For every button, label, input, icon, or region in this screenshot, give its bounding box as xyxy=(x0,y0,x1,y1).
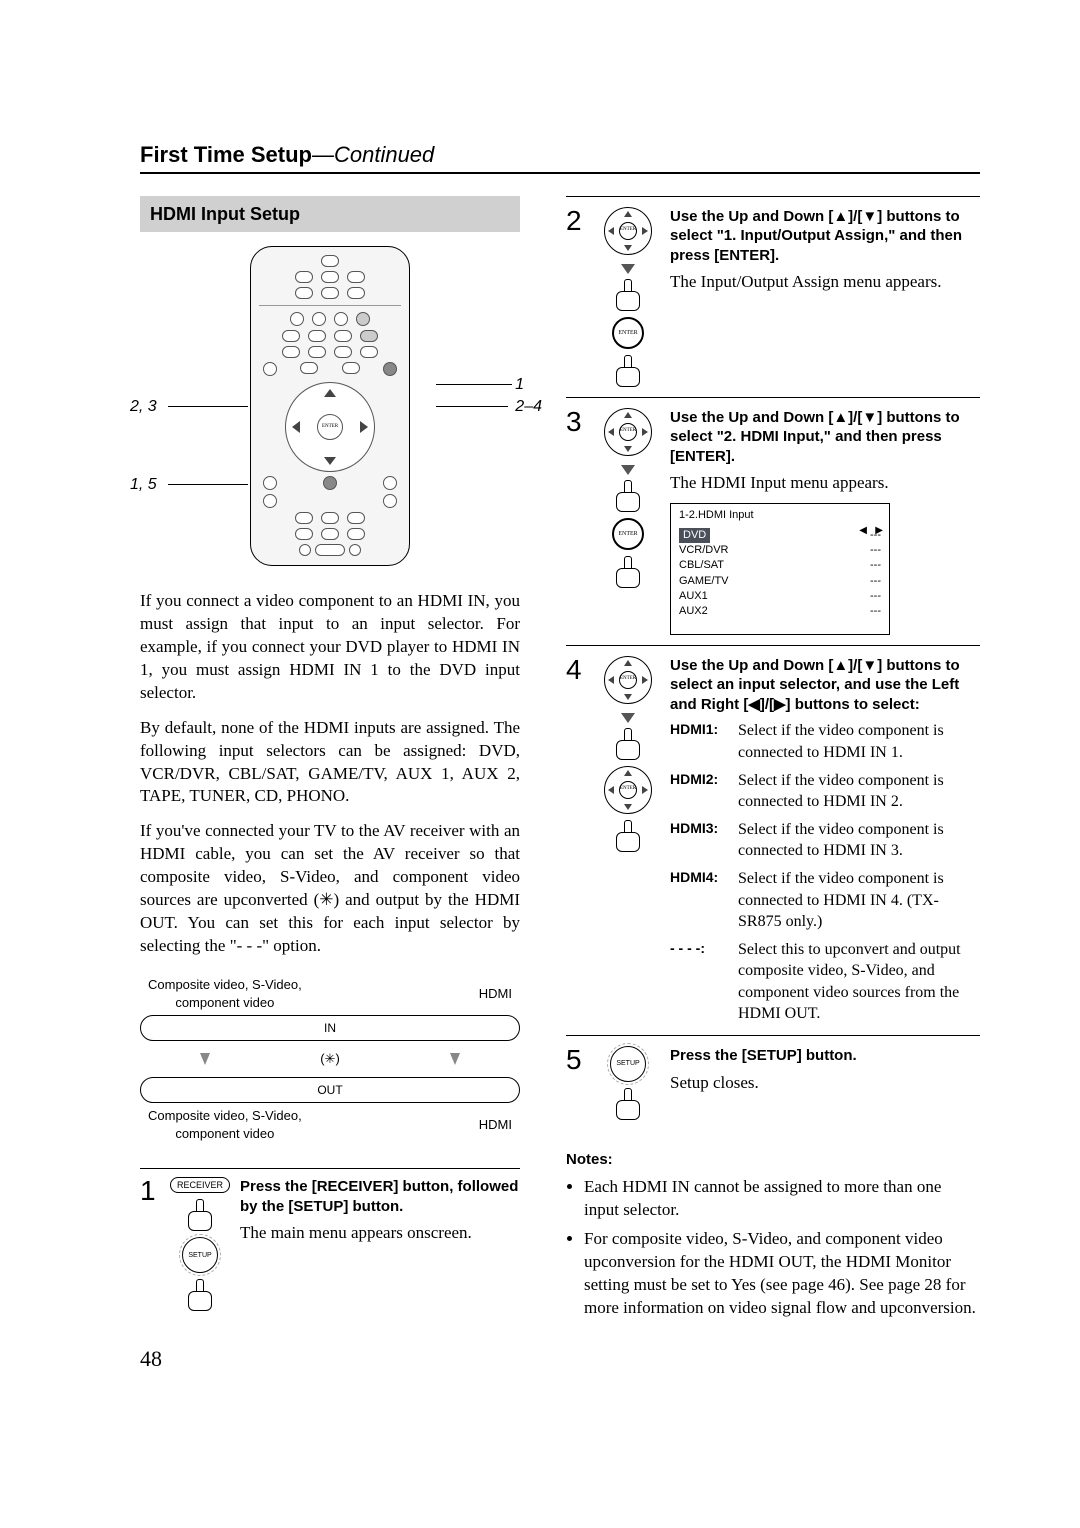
intro-para-2: By default, none of the HDMI inputs are … xyxy=(140,717,520,809)
dpad-icon: ENTER xyxy=(604,207,652,255)
flow-bottom-left: Composite video, S-Video, component vide… xyxy=(148,1107,302,1142)
title-continued: —Continued xyxy=(312,142,434,167)
osd-row: CBL/SAT --- xyxy=(679,558,881,573)
osd-row: VCR/DVR --- xyxy=(679,543,881,558)
down-arrow-icon xyxy=(620,462,636,478)
hand-press-icon xyxy=(614,1088,642,1120)
osd-row-value: --- xyxy=(870,604,881,619)
osd-row-label: CBL/SAT xyxy=(679,558,724,573)
hand-press-icon xyxy=(614,728,642,760)
down-arrow-icon xyxy=(620,710,636,726)
section-header-hdmi-input-setup: HDMI Input Setup xyxy=(140,196,520,232)
hand-press-icon xyxy=(614,480,642,512)
title-main: First Time Setup xyxy=(140,142,312,167)
receiver-button-icon: RECEIVER xyxy=(170,1177,230,1193)
hand-press-icon xyxy=(614,355,642,387)
step-1-instruction: Press the [RECEIVER] button, followed by… xyxy=(240,1177,520,1216)
anno-2-3: 2, 3 xyxy=(130,396,157,418)
dpad-icon: ENTER xyxy=(604,408,652,456)
osd-row-label: AUX2 xyxy=(679,604,708,619)
notes-title: Notes: xyxy=(566,1150,980,1170)
osd-row-value: --- xyxy=(870,589,881,604)
page-number: 48 xyxy=(140,1344,980,1374)
hdmi-option-value: Select if the video component is connect… xyxy=(738,770,980,813)
osd-row: AUX2 --- xyxy=(679,604,881,619)
flow-mid-star: (✳) xyxy=(320,1050,340,1068)
flow-top-left: Composite video, S-Video, component vide… xyxy=(148,976,302,1011)
osd-row-value: --- xyxy=(870,574,881,589)
osd-row-label: GAME/TV xyxy=(679,574,729,589)
hdmi-option-value: Select if the video component is connect… xyxy=(738,720,980,763)
osd-lr-indicator: ◀ ▶ xyxy=(859,524,883,538)
intro-para-3: If you've connected your TV to the AV re… xyxy=(140,820,520,958)
remote-diagram: 2, 3 1, 5 1 2–4 xyxy=(140,246,520,566)
step-5-instruction: Press the [SETUP] button. xyxy=(670,1046,980,1066)
step-2: 2 ENTER ENTER Use the Up and Down [▲]/[▼… xyxy=(566,196,980,397)
osd-hdmi-input-menu: 1-2.HDMI Input DVD---VCR/DVR---CBL/SAT--… xyxy=(670,503,890,635)
osd-row-label: AUX1 xyxy=(679,589,708,604)
page-title: First Time Setup—Continued xyxy=(140,140,980,174)
hdmi-option-value: Select if the video component is connect… xyxy=(738,819,980,862)
dpad-icon: ENTER xyxy=(285,382,375,472)
note-item: For composite video, S-Video, and compon… xyxy=(584,1228,980,1320)
hand-press-icon xyxy=(186,1279,214,1311)
step-3-instruction: Use the Up and Down [▲]/[▼] buttons to s… xyxy=(670,408,980,467)
step-3-body: The HDMI Input menu appears. xyxy=(670,472,980,495)
remote-control: ENTER xyxy=(250,246,410,566)
setup-button-icon: SETUP xyxy=(610,1046,646,1082)
note-item: Each HDMI IN cannot be assigned to more … xyxy=(584,1176,980,1222)
flow-bottom-right: HDMI xyxy=(479,1116,512,1134)
hdmi-option-value: Select this to upconvert and output comp… xyxy=(738,939,980,1025)
hdmi-option-key: HDMI4: xyxy=(670,868,738,933)
hdmi-option-key: HDMI3: xyxy=(670,819,738,862)
step-2-body: The Input/Output Assign menu appears. xyxy=(670,271,980,294)
anno-1: 1 xyxy=(515,374,524,396)
hdmi-option-key: - - - -: xyxy=(670,939,738,1025)
osd-row: DVD--- xyxy=(679,528,881,543)
step-4: 4 ENTER ENTER Use the Up and Down [▲]/[▼… xyxy=(566,645,980,1035)
anno-2-4: 2–4 xyxy=(515,396,542,418)
osd-row: GAME/TV --- xyxy=(679,574,881,589)
hdmi-option-key: HDMI2: xyxy=(670,770,738,813)
osd-title: 1-2.HDMI Input xyxy=(679,508,881,523)
osd-row: AUX1 --- xyxy=(679,589,881,604)
step-4-number: 4 xyxy=(566,656,586,684)
anno-1-5: 1, 5 xyxy=(130,474,157,496)
step-3-number: 3 xyxy=(566,408,586,436)
notes-section: Notes: Each HDMI IN cannot be assigned t… xyxy=(566,1150,980,1320)
signal-flow-diagram: Composite video, S-Video, component vide… xyxy=(140,976,520,1142)
step-2-number: 2 xyxy=(566,207,586,235)
hand-press-icon xyxy=(614,279,642,311)
flow-out: OUT xyxy=(140,1077,520,1103)
hdmi-option-value: Select if the video component is connect… xyxy=(738,868,980,933)
step-2-instruction: Use the Up and Down [▲]/[▼] buttons to s… xyxy=(670,207,980,266)
step-5-body: Setup closes. xyxy=(670,1072,980,1095)
hand-press-icon xyxy=(614,820,642,852)
step-5: 5 SETUP Press the [SETUP] button. Setup … xyxy=(566,1035,980,1130)
step-1: 1 RECEIVER SETUP Press the [RECEIVER] bu… xyxy=(140,1168,520,1311)
enter-button-icon: ENTER xyxy=(612,317,644,349)
step-4-instruction: Use the Up and Down [▲]/[▼] buttons to s… xyxy=(670,656,980,715)
osd-row-value: --- xyxy=(870,558,881,573)
enter-button-icon: ENTER xyxy=(612,518,644,550)
flow-top-right: HDMI xyxy=(479,985,512,1003)
step-5-number: 5 xyxy=(566,1046,586,1074)
step-1-number: 1 xyxy=(140,1177,160,1205)
step-3: 3 ENTER ENTER Use the Up and Down [▲]/[▼… xyxy=(566,397,980,645)
intro-para-1: If you connect a video component to an H… xyxy=(140,590,520,705)
osd-row-label: DVD xyxy=(679,528,710,543)
osd-row-label: VCR/DVR xyxy=(679,543,729,558)
hdmi-option-key: HDMI1: xyxy=(670,720,738,763)
step-1-body: The main menu appears onscreen. xyxy=(240,1222,520,1245)
osd-row-value: --- xyxy=(870,543,881,558)
dpad-icon: ENTER xyxy=(604,656,652,704)
hand-press-icon xyxy=(186,1199,214,1231)
setup-button-icon: SETUP xyxy=(182,1237,218,1273)
down-arrow-icon xyxy=(620,261,636,277)
hand-press-icon xyxy=(614,556,642,588)
dpad-icon: ENTER xyxy=(604,766,652,814)
flow-in: IN xyxy=(140,1015,520,1041)
